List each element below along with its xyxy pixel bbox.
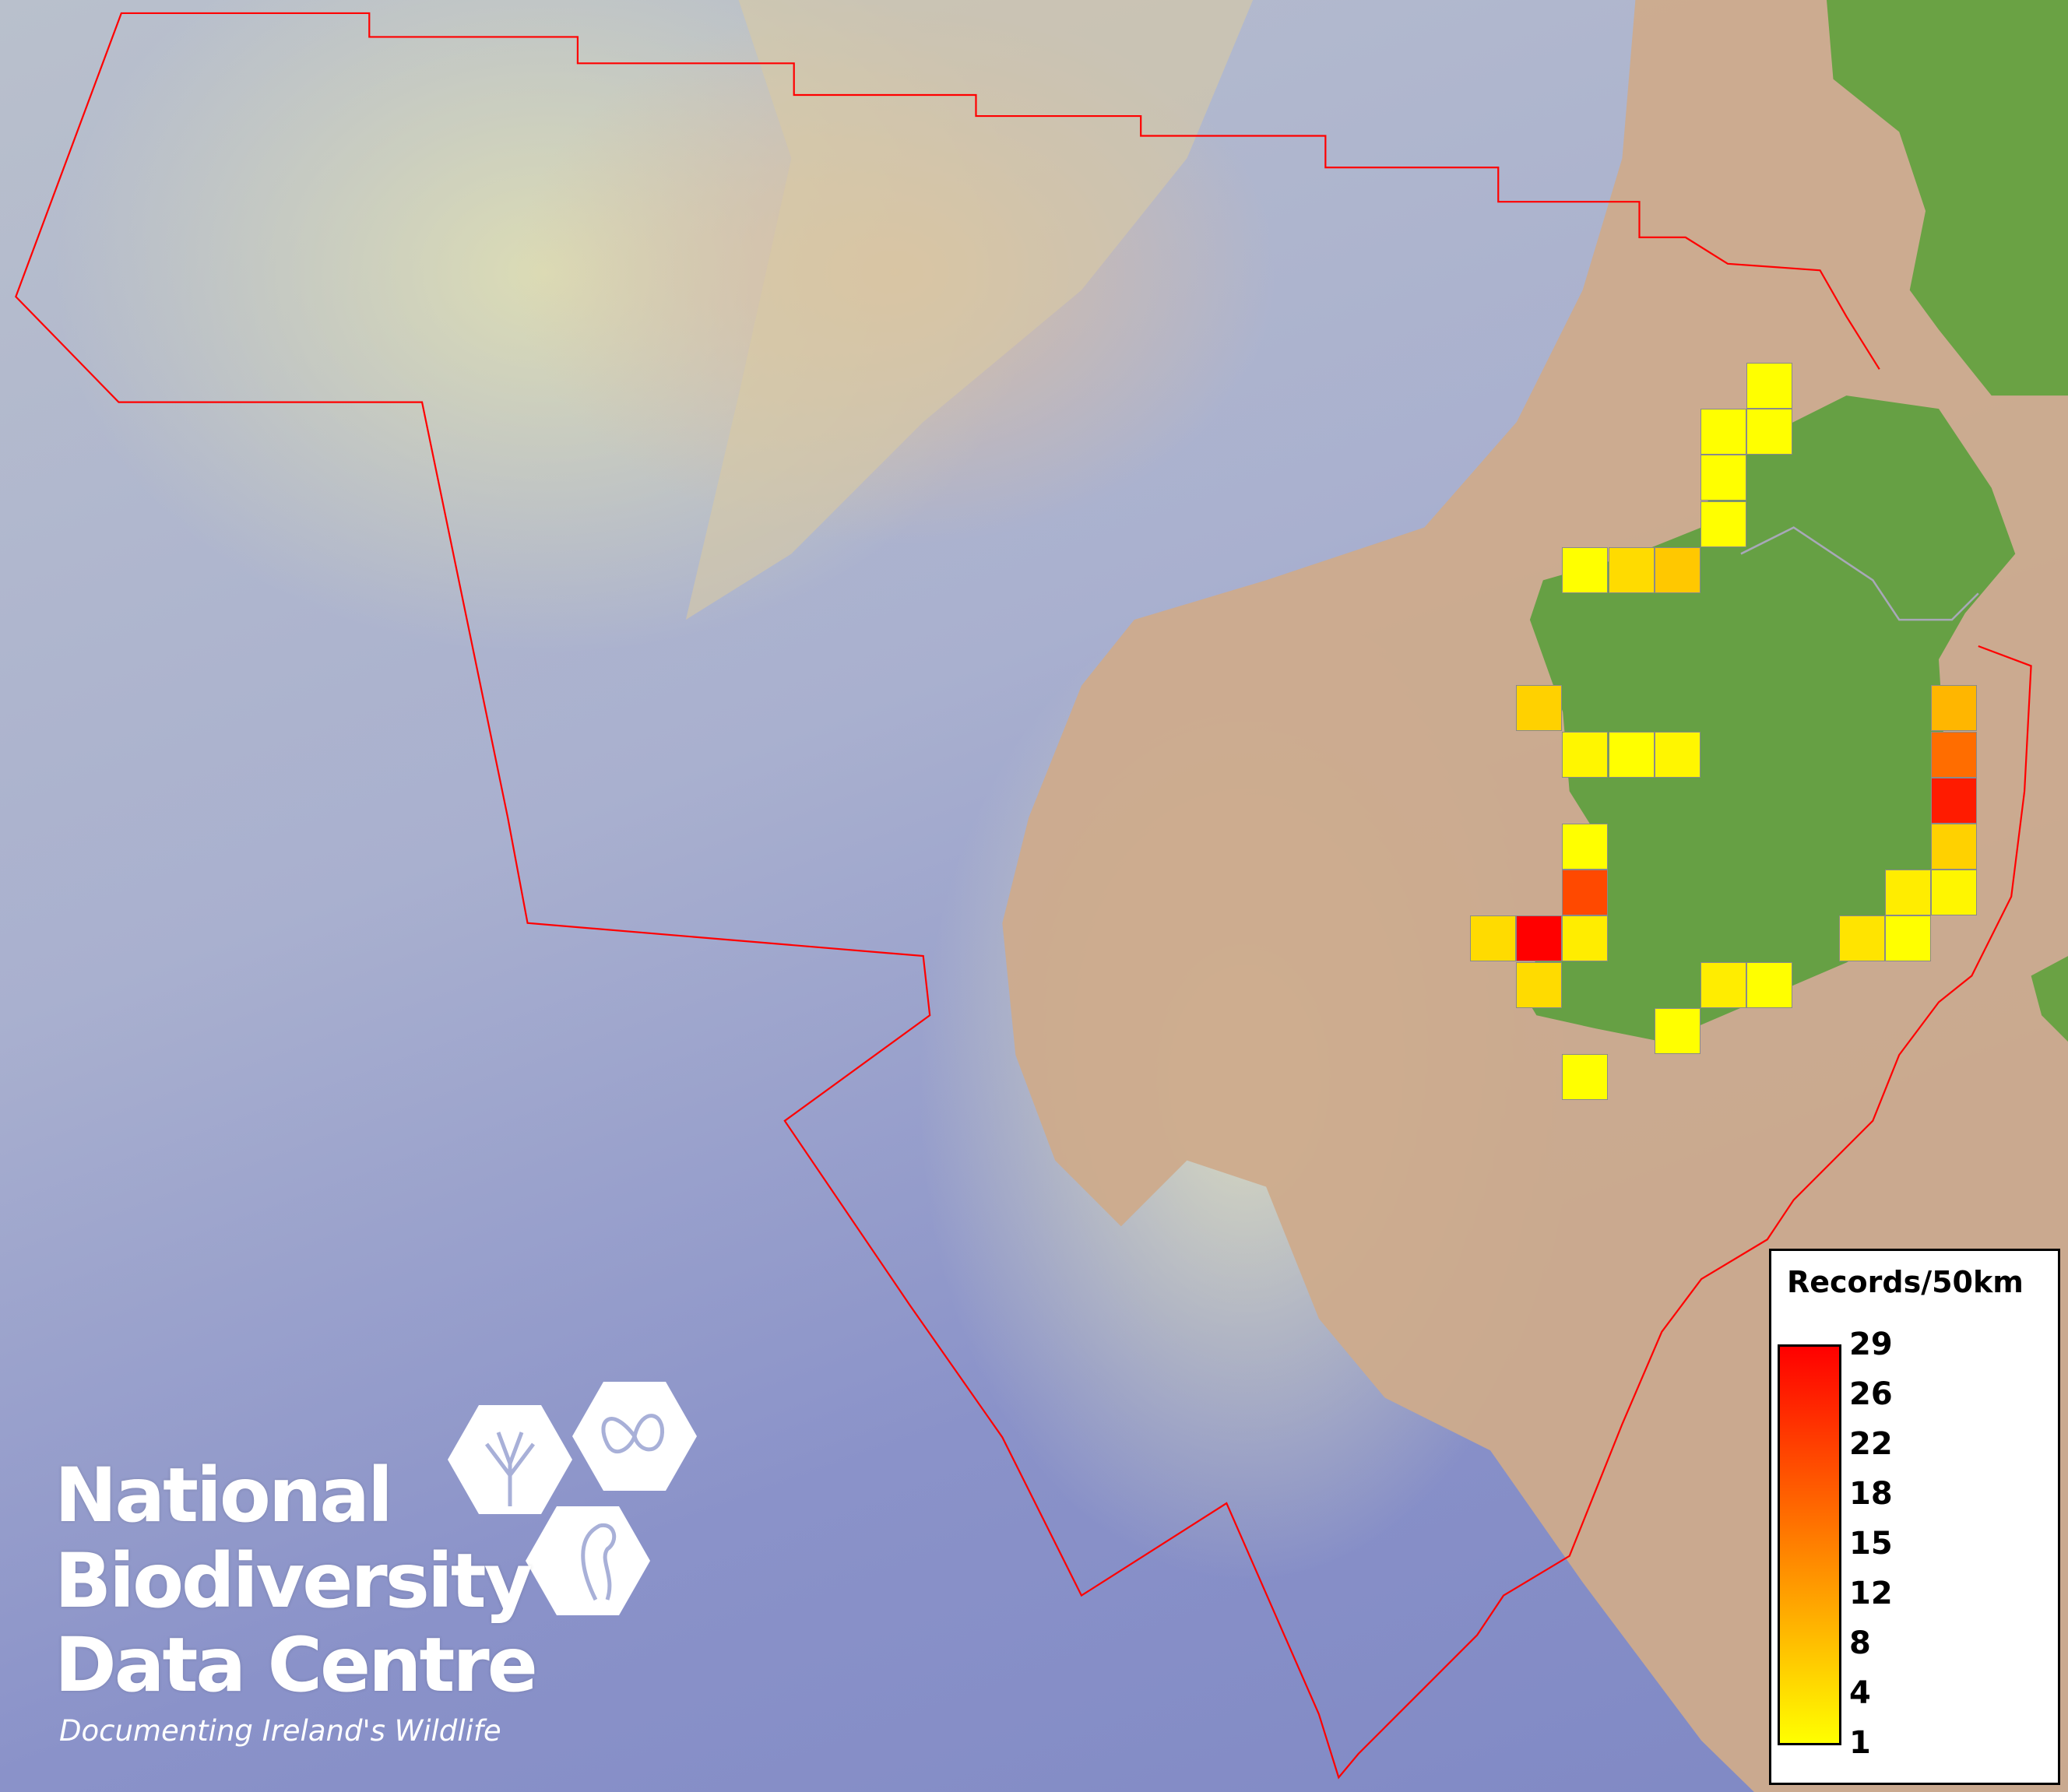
grid-cell (1654, 1007, 1700, 1054)
grid-cell (1838, 915, 1885, 962)
grid-cell (1700, 501, 1746, 547)
grid-cell (1562, 731, 1609, 778)
legend: Records/50km 29 26 22 18 15 12 8 4 1 (1769, 1249, 2060, 1785)
grid-cell (1746, 363, 1793, 409)
grid-cell (1562, 1054, 1609, 1100)
colorbar-tick-label: 12 (1849, 1576, 1893, 1611)
grid-cell (1562, 824, 1609, 870)
logo-line-data-centre: Data Centre (55, 1622, 538, 1709)
grid-cell (1700, 961, 1746, 1008)
grid-cell (1931, 777, 1977, 824)
grid-cell (1562, 870, 1609, 916)
grid-cell (1516, 961, 1563, 1008)
logo-line-biodiversity: Biodiversity (55, 1537, 533, 1625)
legend-title: Records/50km (1787, 1265, 2024, 1299)
grid-cell (1700, 455, 1746, 501)
grid-cell (1931, 685, 1977, 732)
grid-cell (1470, 915, 1516, 962)
colorbar-tick-label: 8 (1849, 1625, 1871, 1661)
logo-tagline: Documenting Ireland's Wildlife (59, 1714, 501, 1748)
grid-cell (1931, 824, 1977, 870)
seahorse-icon (526, 1506, 650, 1615)
grid-cell (1516, 685, 1563, 732)
grid-cell (1562, 546, 1609, 593)
boundary-line-north (15, 12, 2032, 1780)
colorbar-tick-label: 18 (1849, 1476, 1893, 1512)
grid-cell (1931, 870, 1977, 916)
grid-cell (1608, 546, 1655, 593)
hexagon-icons (448, 1382, 697, 1615)
grid-cell (1654, 731, 1700, 778)
grid-cell (1608, 731, 1655, 778)
grid-cell (1746, 961, 1793, 1008)
grid-cell (1562, 915, 1609, 962)
grid-cell (1931, 731, 1977, 778)
grid-cell (1516, 915, 1563, 962)
colorbar-tick-label: 4 (1849, 1675, 1871, 1711)
scotland-land (1827, 0, 2068, 396)
grid-cell (1884, 915, 1931, 962)
grid-cell (1746, 409, 1793, 455)
shelf-upper (685, 0, 1254, 620)
grid-cell (1654, 546, 1700, 593)
colorbar-tick-label: 22 (1849, 1426, 1893, 1462)
england-wales-land (2031, 956, 2068, 1042)
colorbar-tick-label: 29 (1849, 1326, 1893, 1362)
colorbar-tick-label: 1 (1849, 1725, 1871, 1761)
grid-cell (1884, 870, 1931, 916)
river (1740, 526, 1979, 621)
colorbar (1778, 1344, 1841, 1745)
logo-line-national: National (55, 1452, 393, 1539)
colorbar-tick-label: 26 (1849, 1376, 1893, 1412)
colorbar-tick-label: 15 (1849, 1526, 1893, 1562)
grid-cell (1700, 409, 1746, 455)
